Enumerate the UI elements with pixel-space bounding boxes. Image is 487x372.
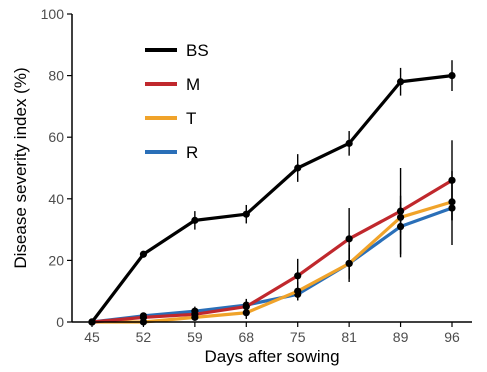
legend: BS MTR (145, 41, 209, 162)
x-tick-label: 52 (136, 329, 152, 345)
legend-label: BS (186, 41, 209, 60)
legend-label: M (186, 75, 200, 94)
data-point (191, 310, 199, 318)
series-line-T (92, 200, 453, 324)
x-tick-label: 81 (341, 329, 357, 345)
legend-label: T (186, 109, 196, 128)
y-tick-label: 100 (41, 6, 65, 22)
data-point (242, 303, 250, 311)
data-point (448, 72, 456, 80)
series-line-BS (90, 74, 453, 323)
series-M (88, 140, 456, 326)
data-point (242, 210, 250, 218)
x-tick-label: 96 (444, 329, 460, 345)
y-tick-label: 20 (48, 252, 64, 268)
legend-label: R (186, 143, 198, 162)
data-point (139, 313, 148, 321)
axes: 0 20 40 60 80 100 45 52 59 68 75 81 89 96 (41, 6, 472, 345)
data-point (345, 235, 353, 243)
data-point (294, 272, 302, 280)
data-point (345, 139, 353, 147)
data-point (396, 207, 405, 215)
y-axis-title: Disease severity index (%) (11, 67, 30, 268)
x-axis-title: Days after sowing (204, 347, 339, 366)
x-tick-label: 75 (290, 329, 306, 345)
data-point (294, 164, 302, 172)
x-tick-label: 68 (238, 329, 254, 345)
series-BS (88, 60, 456, 326)
y-tick-label: 40 (48, 191, 64, 207)
x-tick-label: 89 (393, 329, 409, 345)
data-point (191, 216, 199, 224)
plot-area (88, 60, 456, 326)
y-tick-label: 0 (56, 314, 64, 330)
data-point (396, 78, 405, 86)
series-line-M (91, 178, 453, 324)
data-point (448, 176, 456, 184)
y-tick-label: 60 (48, 129, 64, 145)
data-point (139, 250, 148, 258)
x-tick-label: 45 (84, 329, 100, 345)
x-tick-label: 59 (187, 329, 203, 345)
series-line-R (91, 206, 453, 324)
y-tick-label: 80 (48, 68, 64, 84)
